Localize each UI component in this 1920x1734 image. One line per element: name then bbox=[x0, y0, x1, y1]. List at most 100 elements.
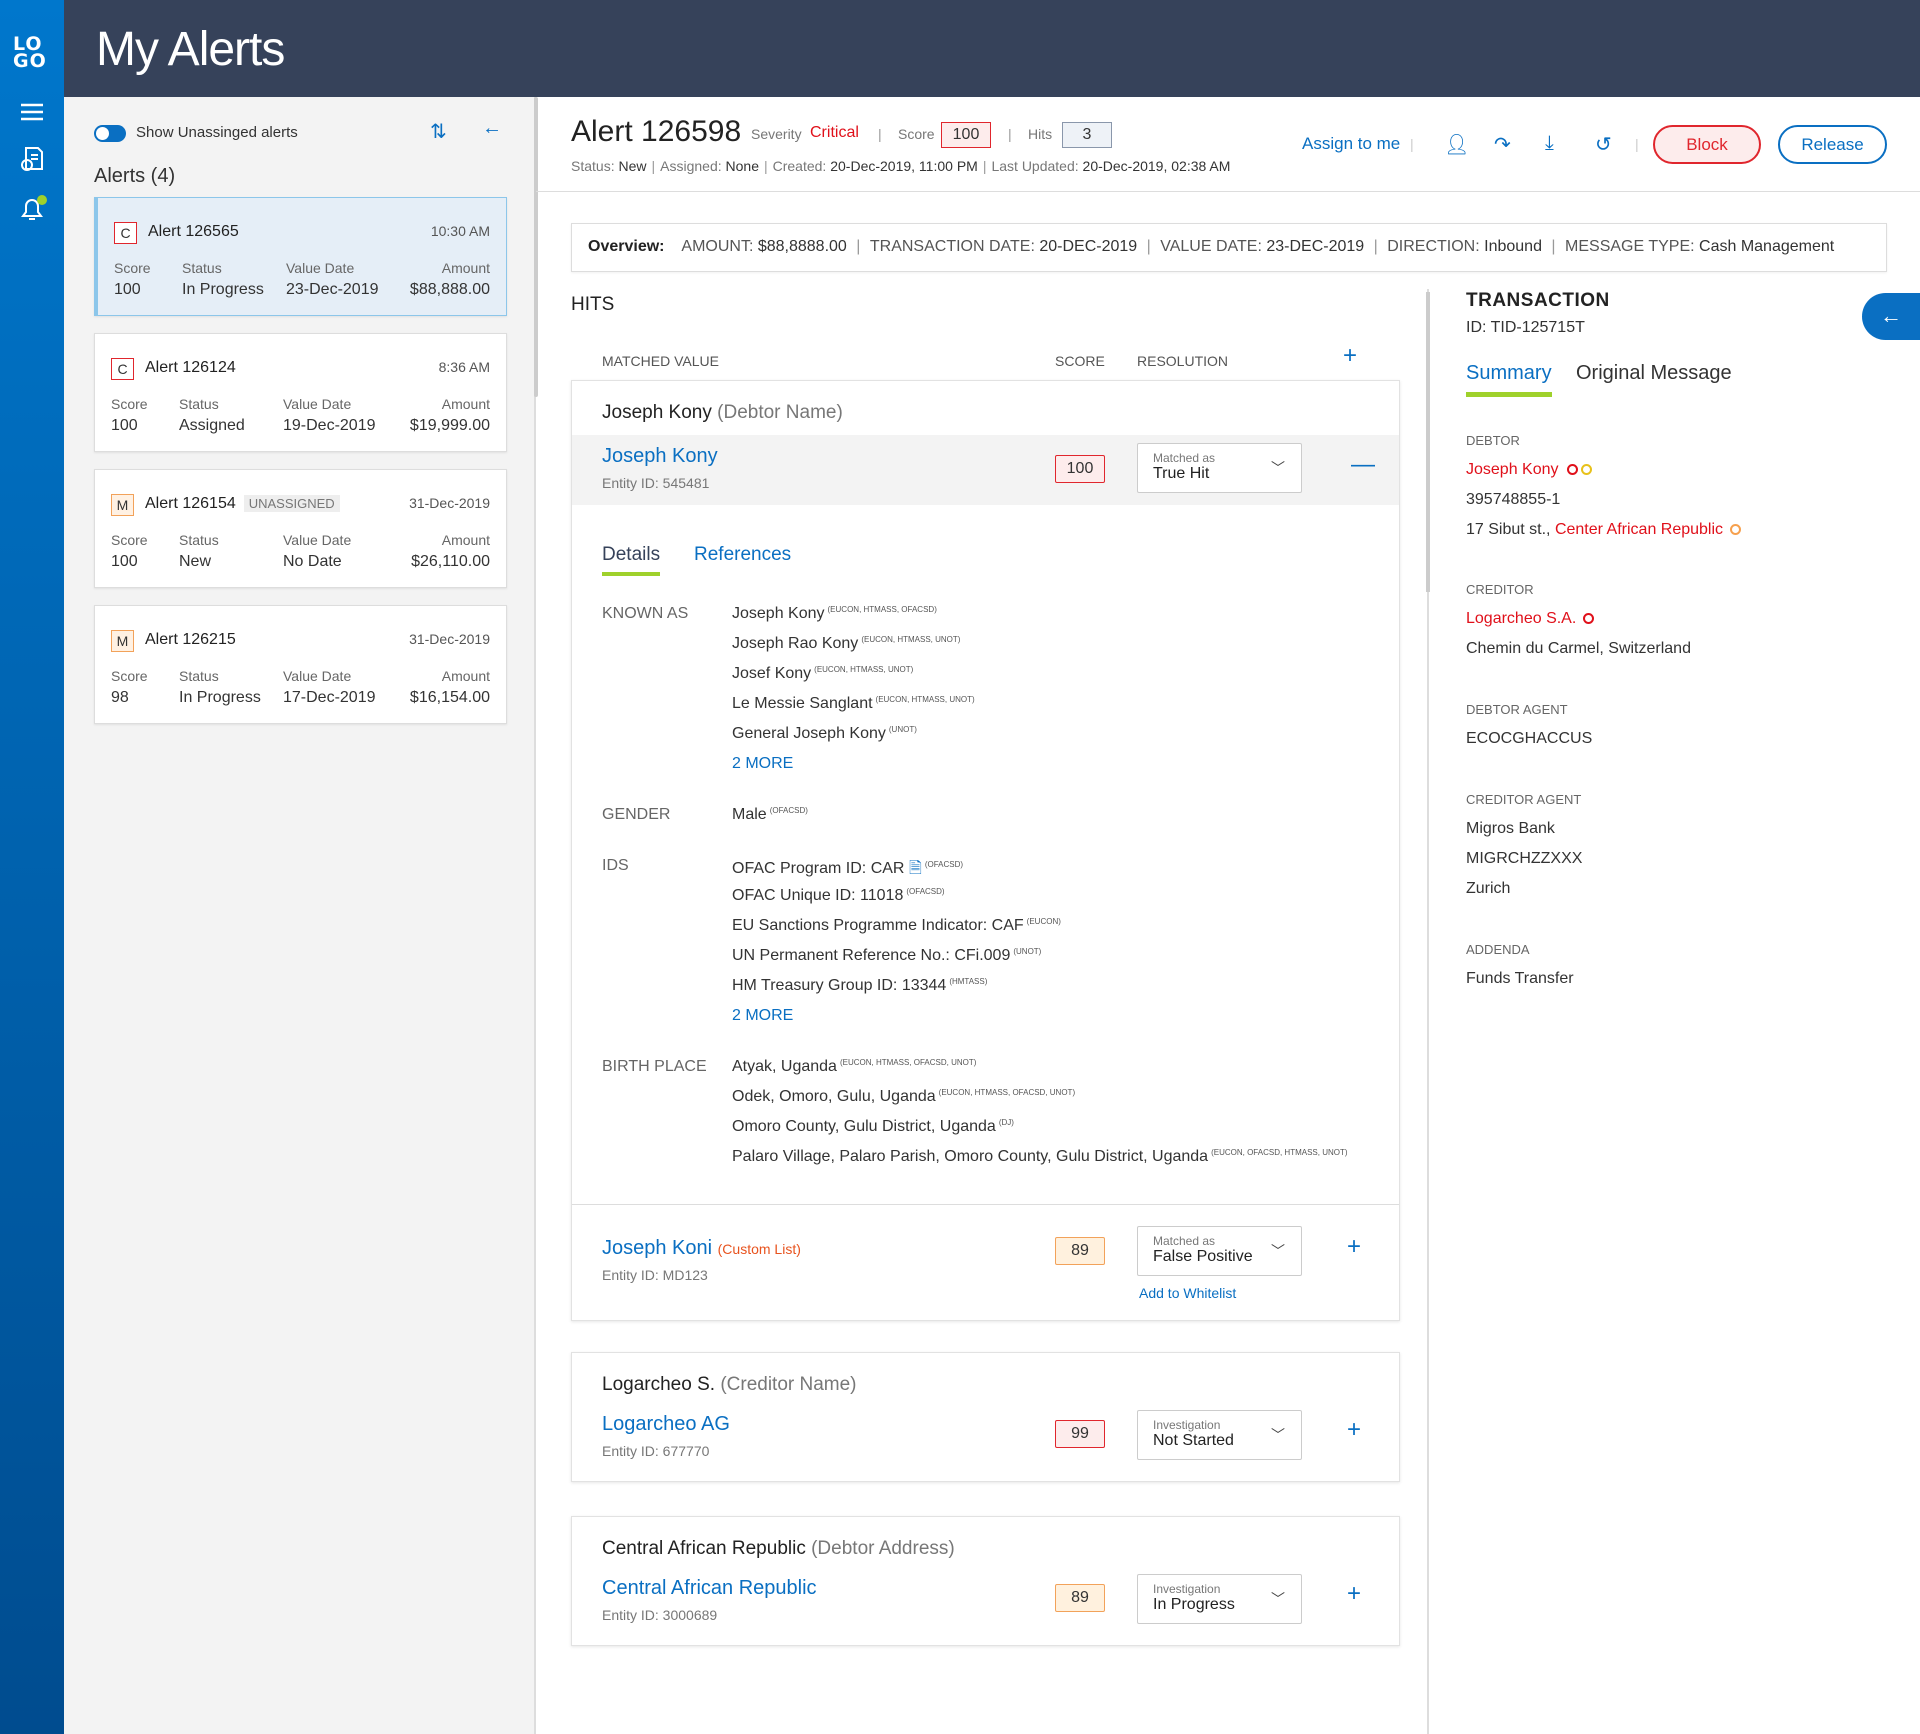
detail-value: Joseph Kony (EUCON, HTMASS, OFACSD) bbox=[732, 605, 937, 622]
divider bbox=[536, 191, 1920, 192]
hit-name-link[interactable]: Joseph Kony bbox=[602, 445, 718, 467]
creditor-agent-line: MIGRCHZZXXX bbox=[1466, 850, 1583, 867]
page-title: My Alerts bbox=[96, 23, 285, 76]
tab-summary[interactable]: Summary bbox=[1466, 362, 1552, 397]
reports-icon[interactable] bbox=[18, 145, 46, 173]
alert-card[interactable]: C Alert 126124 8:36 AM Score 100 Status As… bbox=[94, 333, 507, 452]
reassign-user-icon[interactable]: 👤︎ bbox=[1444, 134, 1470, 156]
field-label: Status bbox=[179, 396, 219, 412]
tab-original-message[interactable]: Original Message bbox=[1576, 362, 1732, 384]
expand-icon[interactable]: + bbox=[1347, 1233, 1362, 1260]
add-to-whitelist-link[interactable]: Add to Whitelist bbox=[1139, 1285, 1237, 1301]
resolution-dropdown[interactable]: Matched as True Hit ﹀ bbox=[1137, 443, 1302, 493]
hit-name-link[interactable]: Logarcheo AG bbox=[602, 1413, 730, 1435]
hit-score: 89 bbox=[1055, 1237, 1105, 1265]
field-label: Score bbox=[111, 668, 148, 684]
score-box: 100 bbox=[941, 122, 991, 148]
hits-label: Hits bbox=[1028, 126, 1053, 142]
alert-card-title: Alert 126565 bbox=[148, 223, 239, 240]
field-label: Amount bbox=[441, 668, 490, 684]
chevron-down-icon: ﹀ bbox=[1271, 460, 1285, 476]
detail-value: Palaro Village, Palaro Parish, Omoro Cou… bbox=[732, 1148, 1348, 1165]
alerts-count-title: Alerts (4) bbox=[94, 165, 176, 187]
tab-details[interactable]: Details bbox=[602, 544, 661, 576]
alert-value-date: 17-Dec-2019 bbox=[283, 689, 376, 706]
hit-score: 100 bbox=[1055, 455, 1105, 483]
field-label: Status bbox=[179, 668, 219, 684]
show-unassigned-toggle[interactable] bbox=[94, 125, 126, 142]
severity-label: Severity bbox=[751, 126, 802, 142]
expand-icon[interactable]: + bbox=[1347, 1416, 1362, 1443]
alert-value-date: 19-Dec-2019 bbox=[283, 417, 376, 434]
alert-status-line: Status: New | Assigned: None | Created: 20-D… bbox=[571, 158, 1231, 174]
alert-card[interactable]: M Alert 126215 31-Dec-2019 Score 98 Statu… bbox=[94, 605, 507, 724]
release-button[interactable]: Release bbox=[1778, 125, 1887, 164]
alert-card-title: Alert 126124 bbox=[145, 359, 236, 376]
debtor-address: 17 Sibut st., Center African Republic bbox=[1466, 521, 1742, 539]
debtor-name: Joseph Kony bbox=[1466, 461, 1592, 479]
gender-label: GENDER bbox=[602, 806, 671, 823]
field-label: Amount bbox=[441, 260, 490, 276]
tab-references[interactable]: References bbox=[694, 544, 792, 565]
alert-time: 31-Dec-2019 bbox=[409, 631, 490, 647]
alert-title: Alert 126598 bbox=[571, 115, 742, 148]
field-label: Value Date bbox=[283, 396, 352, 412]
alert-card[interactable]: C Alert 126565 10:30 AM Score 100 Status I… bbox=[94, 197, 507, 316]
panel-divider bbox=[1427, 289, 1429, 1734]
ids-more-link[interactable]: 2 MORE bbox=[732, 1007, 794, 1024]
severity-badge: C bbox=[111, 358, 134, 380]
entity-id: Entity ID: 677770 bbox=[602, 1443, 710, 1459]
field-label: Amount bbox=[441, 532, 490, 548]
field-label: Value Date bbox=[283, 668, 352, 684]
scrollbar[interactable] bbox=[534, 97, 538, 397]
document-icon[interactable]: 🗎 bbox=[908, 860, 922, 877]
detail-value: UN Permanent Reference No.: CFi.009 (UNOT… bbox=[732, 947, 1042, 964]
sort-icon[interactable]: ⇅ bbox=[430, 121, 447, 143]
resolution-dropdown[interactable]: Matched as False Positive ﹀ bbox=[1137, 1226, 1302, 1276]
detail-value: HM Treasury Group ID: 13344 (HMTASS) bbox=[732, 977, 988, 994]
history-icon[interactable]: ↺ bbox=[1595, 134, 1612, 156]
detail-value: General Joseph Kony (UNOT) bbox=[732, 725, 917, 742]
col-resolution: RESOLUTION bbox=[1137, 353, 1229, 369]
transaction-title: TRANSACTION bbox=[1466, 290, 1610, 311]
block-button[interactable]: Block bbox=[1653, 125, 1761, 164]
download-icon[interactable]: ⤓ bbox=[1545, 132, 1554, 154]
expand-icon[interactable]: + bbox=[1347, 1580, 1362, 1607]
debtor-agent-label: DEBTOR AGENT bbox=[1466, 702, 1568, 717]
hit-group-card: Joseph Kony (Debtor Name) Joseph Kony En… bbox=[571, 380, 1400, 1321]
alert-value-date: No Date bbox=[283, 553, 342, 570]
alerts-list-panel: Show Unassinged alerts ⇅ ← Alerts (4) C … bbox=[64, 97, 538, 1734]
creditor-agent-line: Zurich bbox=[1466, 880, 1511, 897]
hit-name-link[interactable]: Central African Republic bbox=[602, 1577, 817, 1599]
alert-score: 100 bbox=[114, 281, 141, 298]
collapse-panel-button[interactable]: ← bbox=[1862, 293, 1920, 340]
collapse-icon[interactable]: — bbox=[1351, 451, 1375, 478]
assign-to-me-link[interactable]: Assign to me bbox=[1302, 134, 1401, 153]
menu-icon[interactable] bbox=[18, 98, 46, 126]
known-as-more-link[interactable]: 2 MORE bbox=[732, 755, 794, 772]
resolution-dropdown[interactable]: Investigation In Progress ﹀ bbox=[1137, 1574, 1302, 1624]
detail-value: Odek, Omoro, Gulu, Uganda (EUCON, HTMASS,… bbox=[732, 1088, 1076, 1105]
hits-scrollbar[interactable] bbox=[1426, 292, 1430, 592]
hit-name-link[interactable]: Joseph Koni (Custom List) bbox=[602, 1237, 801, 1259]
resolution-dropdown[interactable]: Investigation Not Started ﹀ bbox=[1137, 1410, 1302, 1460]
toggle-label: Show Unassinged alerts bbox=[136, 124, 298, 141]
chevron-down-icon: ﹀ bbox=[1271, 1243, 1285, 1259]
notifications-icon[interactable] bbox=[18, 195, 47, 223]
unassigned-tag: UNASSIGNED bbox=[243, 495, 340, 512]
alert-card[interactable]: M Alert 126154 UNASSIGNED 31-Dec-2019 Sco… bbox=[94, 469, 507, 588]
creditor-name: Logarcheo S.A. bbox=[1466, 610, 1595, 628]
hit-group-title: Joseph Kony (Debtor Name) bbox=[602, 402, 843, 423]
alert-score: 100 bbox=[111, 417, 138, 434]
alert-time: 8:36 AM bbox=[438, 359, 490, 375]
field-label: Score bbox=[114, 260, 151, 276]
forward-icon[interactable]: ↷ bbox=[1494, 134, 1511, 156]
field-label: Status bbox=[179, 532, 219, 548]
field-label: Value Date bbox=[283, 532, 352, 548]
hit-group-card: Logarcheo S. (Creditor Name) Logarcheo A… bbox=[571, 1352, 1400, 1482]
detail-value: Joseph Rao Kony (EUCON, HTMASS, UNOT) bbox=[732, 635, 961, 652]
entity-id: Entity ID: 3000689 bbox=[602, 1607, 718, 1623]
expand-all-icon[interactable]: + bbox=[1343, 342, 1358, 369]
alert-score: 100 bbox=[111, 553, 138, 570]
collapse-arrow-icon[interactable]: ← bbox=[482, 117, 502, 139]
